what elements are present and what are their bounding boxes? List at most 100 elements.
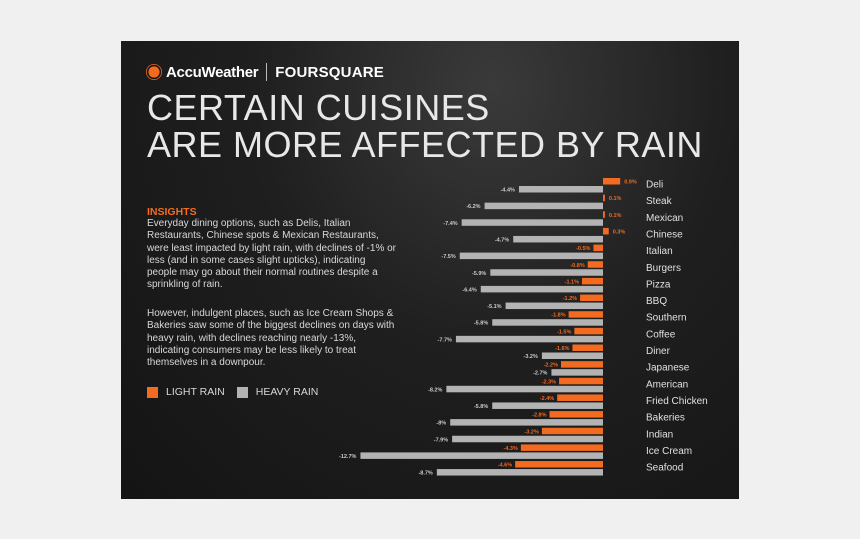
category-label-indian: Indian — [646, 429, 673, 440]
foursquare-logo: FOURSQUARE — [275, 63, 384, 81]
bar-light-rain-indian — [541, 427, 603, 435]
bar-heavy-rain-coffee — [455, 335, 603, 343]
accuweather-logo: AccuWeather — [166, 63, 259, 81]
legend-swatch-heavy-rain — [236, 386, 248, 398]
data-label-heavy-rain-italian: -7.5% — [441, 254, 455, 260]
data-label-light-rain-indian: -3.2% — [525, 429, 539, 435]
bar-heavy-rain-ice-cream — [360, 452, 603, 459]
data-label-heavy-rain-coffee: -7.7% — [438, 337, 452, 343]
data-label-light-rain-japanese: -2.2% — [544, 363, 558, 369]
bar-heavy-rain-burgers — [490, 269, 603, 276]
data-label-light-rain-coffee: -1.5% — [557, 329, 571, 335]
data-label-heavy-rain-seafood: -8.7% — [418, 471, 432, 477]
data-label-heavy-rain-pizza: -6.4% — [462, 287, 476, 293]
data-label-heavy-rain-ice-cream: -12.7% — [339, 454, 357, 460]
legend-label-light-rain: LIGHT RAIN — [166, 386, 225, 398]
bar-light-rain-bakeries — [549, 411, 603, 418]
data-label-light-rain-burgers: -0.8% — [570, 263, 584, 269]
bar-heavy-rain-italian — [459, 252, 603, 260]
bar-heavy-rain-japanese — [551, 369, 603, 376]
bar-light-rain-southern — [568, 311, 603, 318]
brand-logos: AccuWeather FOURSQUARE — [147, 61, 384, 83]
data-label-heavy-rain-steak: -6.2% — [466, 204, 480, 210]
bar-heavy-rain-deli — [518, 186, 603, 193]
category-label-japanese: Japanese — [646, 363, 690, 374]
data-label-light-rain-seafood: -4.6% — [498, 463, 512, 469]
page-title: CERTAIN CUISINES ARE MORE AFFECTED BY RA… — [147, 89, 703, 163]
bar-heavy-rain-steak — [484, 202, 603, 210]
bar-light-rain-pizza — [581, 277, 603, 285]
insights-paragraph-2: However, indulgent places, such as Ice C… — [147, 308, 395, 369]
category-label-italian: Italian — [646, 246, 673, 257]
data-label-light-rain-ice-cream: -4.3% — [503, 446, 517, 452]
data-label-light-rain-chinese: 0.3% — [613, 229, 626, 235]
bar-heavy-rain-mexican — [461, 219, 603, 226]
logo-divider — [266, 63, 268, 81]
bar-heavy-rain-seafood — [436, 469, 603, 476]
category-label-ice-cream: Ice Cream — [646, 446, 692, 457]
bar-chart: 0.9% -4.4% Deli 0.1% -6.2% Steak 0.1% -7.4% Mexi… — [339, 178, 708, 477]
data-label-light-rain-bbq: -1.2% — [563, 296, 577, 302]
chart-legend: LIGHT RAIN HEAVY RAIN — [147, 386, 318, 398]
category-label-pizza: Pizza — [646, 279, 671, 290]
category-label-bakeries: Bakeries — [646, 413, 685, 424]
category-label-southern: Southern — [646, 313, 687, 324]
data-label-heavy-rain-fried-chicken: -5.8% — [474, 404, 488, 410]
data-label-light-rain-steak: 0.1% — [609, 196, 622, 202]
bar-heavy-rain-southern — [492, 319, 603, 326]
bar-light-rain-chinese — [603, 227, 609, 235]
data-label-light-rain-bakeries: -2.8% — [532, 413, 546, 419]
data-label-heavy-rain-mexican: -7.4% — [443, 221, 457, 227]
data-label-heavy-rain-american: -8.2% — [428, 387, 442, 393]
title-line-1: CERTAIN CUISINES — [147, 87, 490, 128]
bar-light-rain-fried-chicken — [557, 394, 603, 401]
legend-label-heavy-rain: HEAVY RAIN — [255, 386, 319, 398]
category-label-seafood: Seafood — [646, 463, 683, 474]
bar-light-rain-seafood — [515, 461, 603, 468]
bar-heavy-rain-indian — [452, 435, 603, 443]
category-label-steak: Steak — [646, 196, 673, 207]
bar-light-rain-ice-cream — [520, 444, 603, 451]
bar-light-rain-mexican — [603, 211, 605, 218]
title-line-2: ARE MORE AFFECTED BY RAIN — [147, 124, 703, 165]
bar-heavy-rain-bakeries — [450, 419, 603, 426]
data-label-heavy-rain-japanese: -2.7% — [533, 371, 547, 377]
bar-light-rain-steak — [603, 194, 605, 202]
data-label-light-rain-american: -2.3% — [542, 379, 556, 385]
infographic-card: AccuWeather FOURSQUARE CERTAIN CUISINES … — [121, 41, 739, 499]
data-label-heavy-rain-chinese: -4.7% — [495, 237, 509, 243]
bar-light-rain-bbq — [580, 294, 603, 302]
data-label-light-rain-southern: -1.8% — [551, 313, 565, 319]
data-label-light-rain-pizza: -1.1% — [565, 279, 579, 285]
bar-light-rain-japanese — [560, 361, 603, 368]
data-label-heavy-rain-bbq: -5.1% — [487, 304, 501, 310]
data-label-light-rain-diner: -1.6% — [555, 346, 569, 352]
bar-heavy-rain-american — [446, 385, 603, 393]
insights-paragraph-1: Everyday dining options, such as Delis, … — [147, 218, 397, 291]
bar-heavy-rain-diner — [541, 352, 603, 359]
sun-icon — [148, 66, 160, 78]
category-label-fried-chicken: Fried Chicken — [646, 396, 708, 407]
data-label-heavy-rain-burgers: -5.9% — [472, 271, 486, 277]
category-label-chinese: Chinese — [646, 229, 683, 240]
category-label-burgers: Burgers — [646, 263, 681, 274]
category-label-bbq: BBQ — [646, 296, 667, 307]
category-label-coffee: Coffee — [646, 329, 676, 340]
data-label-light-rain-mexican: 0.1% — [609, 213, 622, 219]
category-label-mexican: Mexican — [646, 213, 683, 224]
category-label-deli: Deli — [646, 180, 663, 191]
data-label-heavy-rain-indian: -7.9% — [434, 437, 448, 443]
data-label-light-rain-deli: 0.9% — [624, 180, 637, 186]
data-label-light-rain-italian: -0.5% — [576, 246, 590, 252]
bar-light-rain-american — [559, 377, 603, 385]
category-label-american: American — [646, 379, 688, 390]
bar-light-rain-deli — [603, 178, 621, 185]
bar-heavy-rain-bbq — [505, 302, 603, 310]
data-label-heavy-rain-diner: -3.2% — [524, 354, 538, 360]
insights-heading: INSIGHTS — [147, 206, 197, 218]
data-label-heavy-rain-southern: -5.8% — [474, 321, 488, 327]
bar-heavy-rain-chinese — [513, 235, 603, 243]
bar-light-rain-coffee — [574, 327, 603, 335]
bar-light-rain-italian — [593, 244, 603, 252]
data-label-heavy-rain-bakeries: -8% — [436, 421, 446, 427]
